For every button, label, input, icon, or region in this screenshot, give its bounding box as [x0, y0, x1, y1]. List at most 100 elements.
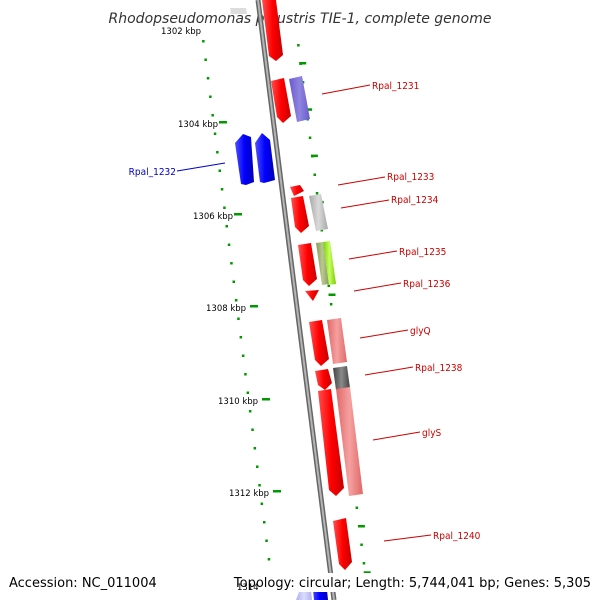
gene-label-rpal-1231[interactable]: Rpal_1231: [372, 81, 419, 92]
ruler-dot: [237, 317, 240, 320]
cog-glyq[interactable]: [327, 318, 347, 364]
ruler-dot: [251, 428, 254, 431]
ruler-dot: [234, 299, 238, 302]
leader-rpal-1238: [364, 366, 414, 376]
cog-track: [289, 76, 363, 496]
gene-faint-top[interactable]: [230, 8, 247, 14]
ruler-label-1312: 1312 kbp: [229, 489, 269, 499]
ruler-dot: [258, 484, 261, 487]
forward-strand-genes: [262, 0, 352, 570]
ruler-dot: [315, 192, 319, 195]
gene-rpal-1233[interactable]: [290, 185, 304, 196]
gene-rpal-1231-red[interactable]: [271, 78, 291, 123]
label-leader-lines: [176, 84, 432, 542]
gene-label-rpal-1236[interactable]: Rpal_1236: [403, 279, 451, 290]
leader-rpal-1240: [383, 534, 432, 542]
cog-rpal-1234[interactable]: [309, 194, 328, 231]
cog-rpal-1231[interactable]: [289, 76, 310, 122]
gene-rpal-1234-red[interactable]: [291, 196, 309, 233]
ruler-dot: [225, 225, 228, 228]
ruler-dot: [206, 77, 210, 80]
ruler-dot: [329, 303, 333, 306]
ruler-dash: [363, 571, 371, 574]
ruler-dot: [308, 136, 312, 139]
gene-glys-red[interactable]: [318, 389, 344, 496]
gene-glyq-red[interactable]: [309, 320, 329, 366]
cog-rpal-1235-lime[interactable]: [323, 241, 336, 285]
ruler-dot: [327, 284, 330, 287]
gene-labels: Rpal_1231 Rpal_1232 Rpal_1233 Rpal_1234 …: [129, 81, 481, 542]
ruler-label-1306: 1306 kbp: [193, 212, 233, 222]
gene-rpal-1236[interactable]: [305, 290, 319, 301]
ruler-dash: [328, 293, 336, 296]
map-title: Rhodopseudomonas palustris TIE-1, comple…: [109, 11, 492, 27]
gene-rpal-1232-b[interactable]: [255, 133, 275, 183]
ruler-dot: [355, 506, 359, 509]
leader-rpal-1235: [348, 250, 398, 260]
ruler-dot: [362, 562, 366, 565]
gene-rpal-1240[interactable]: [333, 518, 352, 570]
gene-top-red[interactable]: [262, 0, 283, 61]
cog-rpal-1238[interactable]: [333, 366, 350, 390]
gene-rpal-1235-red[interactable]: [298, 243, 317, 286]
ruler-dot: [313, 173, 316, 176]
ruler-dot: [211, 114, 214, 117]
ruler-dot: [209, 95, 212, 98]
cog-rpal-1235-olive[interactable]: [316, 242, 329, 285]
gene-label-rpal-1233[interactable]: Rpal_1233: [387, 172, 434, 183]
ruler-dot: [202, 40, 205, 43]
genome-backbone: [255, 0, 337, 600]
leader-rpal-1234: [340, 199, 390, 209]
ruler-dot: [253, 447, 257, 450]
ruler-tick: [234, 213, 242, 216]
ruler-label-1304: 1304 kbp: [178, 120, 218, 130]
leader-rpal-1236: [353, 282, 402, 292]
ruler-dot: [265, 539, 268, 542]
gene-label-glys[interactable]: glyS: [422, 428, 442, 439]
ruler-dot: [246, 391, 250, 394]
ruler-dot: [220, 188, 224, 191]
gene-rpal-1238-red[interactable]: [315, 369, 332, 390]
ruler-dot: [244, 373, 247, 376]
ruler-dot: [239, 336, 243, 339]
ruler-ticks: 1302 kbp 1304 kbp 1306 kbp 1308 kbp 1310…: [161, 27, 281, 593]
leader-rpal-1231: [321, 84, 371, 95]
footer-accession-backdrop: [5, 573, 147, 592]
ruler-label-1314: 1314: [237, 583, 259, 593]
ruler-tick: [273, 490, 281, 493]
ruler-tick: [219, 121, 227, 124]
gene-label-rpal-1235[interactable]: Rpal_1235: [399, 247, 446, 258]
leader-glyq: [359, 329, 409, 339]
ruler-dots-right: [297, 44, 368, 583]
ruler-tick: [250, 305, 258, 308]
ruler-dot: [263, 521, 266, 524]
ruler-label-1302: 1302 kbp: [161, 27, 201, 37]
gene-label-rpal-1238[interactable]: Rpal_1238: [415, 363, 463, 374]
ruler-dot: [230, 262, 233, 265]
ruler-dash: [310, 154, 318, 158]
footer: Accession: NC_011004 Topology: circular;…: [5, 573, 595, 592]
ruler-dot: [227, 243, 231, 246]
ruler-dot: [241, 354, 245, 357]
gene-label-rpal-1240[interactable]: Rpal_1240: [433, 531, 481, 542]
ruler-dot: [260, 502, 264, 505]
ruler-dot: [204, 58, 207, 61]
gene-label-rpal-1234[interactable]: Rpal_1234: [391, 195, 439, 206]
ruler-dot: [297, 44, 300, 47]
ruler-dot: [216, 151, 219, 154]
ruler-dot: [223, 206, 226, 209]
gene-label-rpal-1232[interactable]: Rpal_1232: [129, 167, 176, 178]
ruler-tick: [262, 398, 270, 401]
ruler-dot: [320, 229, 323, 232]
accession-text: Accession: NC_011004: [9, 576, 157, 591]
cog-glys[interactable]: [336, 387, 363, 496]
gene-rpal-1232-a[interactable]: [235, 134, 254, 185]
ruler-dot: [256, 465, 259, 468]
ruler-dash: [299, 62, 307, 65]
ruler-dot: [232, 280, 235, 283]
ruler-label-1308: 1308 kbp: [206, 304, 246, 314]
ruler-dash: [305, 108, 313, 111]
leader-glys: [372, 431, 421, 441]
gene-label-glyq[interactable]: glyQ: [410, 326, 431, 337]
